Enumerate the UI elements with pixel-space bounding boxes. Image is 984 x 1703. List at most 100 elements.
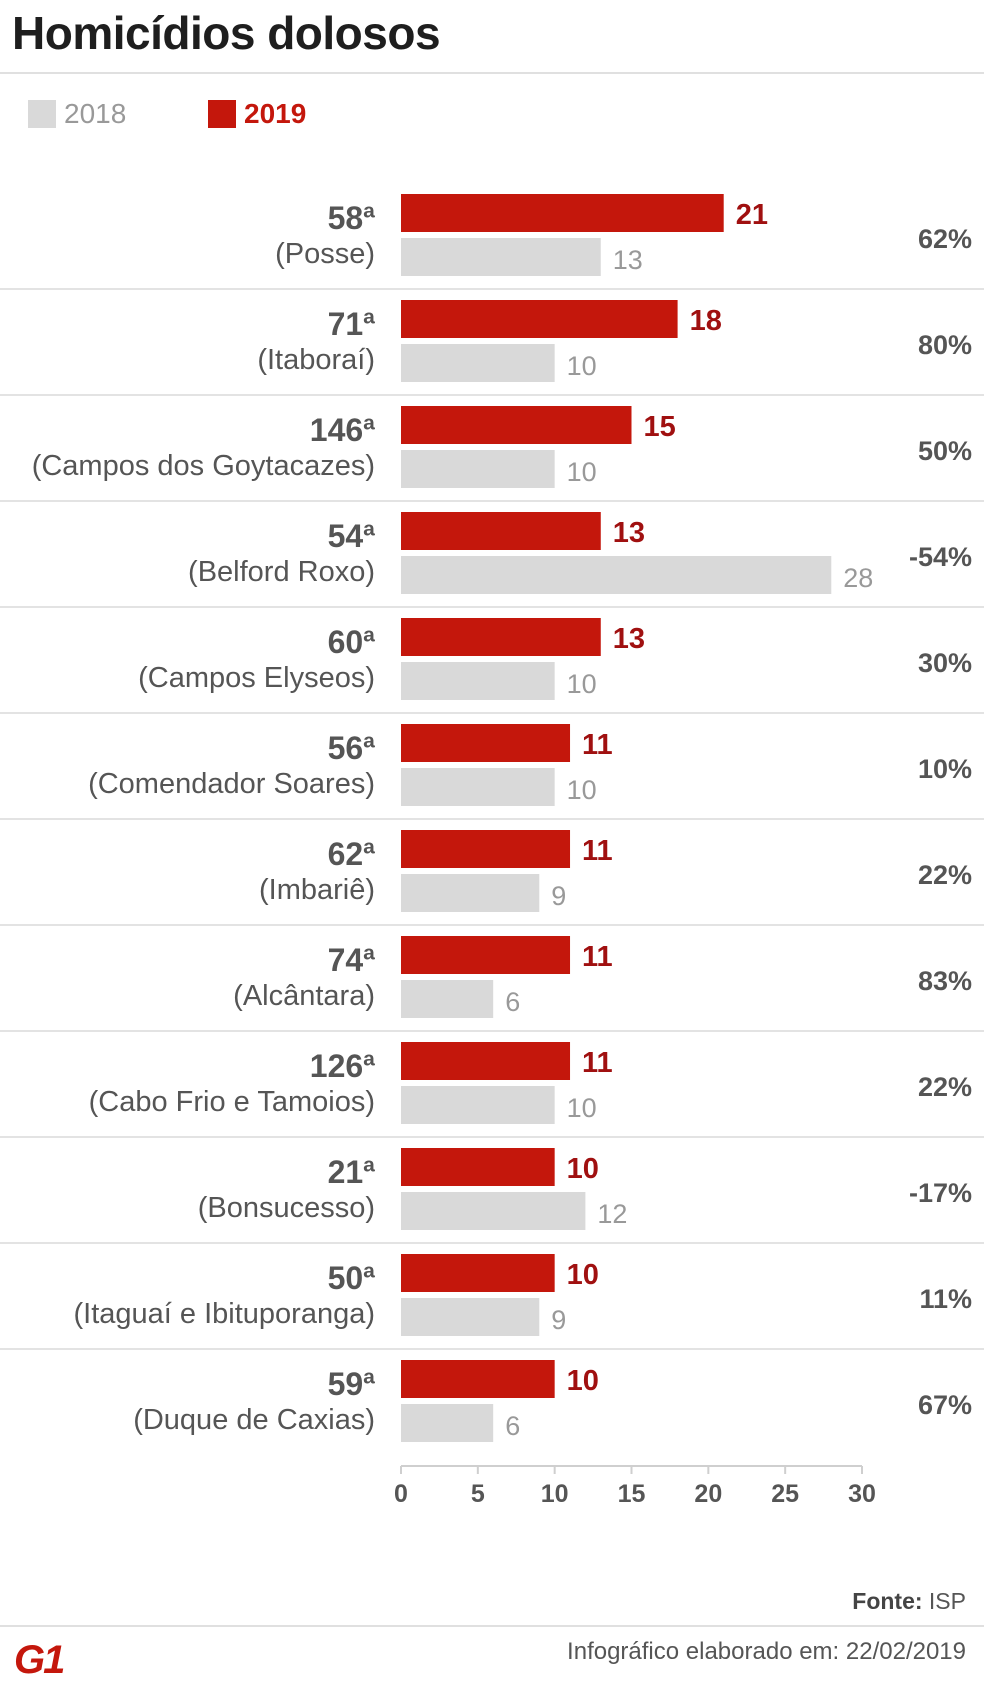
category-rank: 146ª: [310, 412, 375, 448]
bar-2019: [401, 618, 601, 656]
bar-2018: [401, 344, 555, 382]
value-label-2018: 13: [613, 245, 643, 275]
category-rank: 56ª: [328, 730, 376, 766]
bar-2018: [401, 238, 601, 276]
legend-label-2018: 2018: [64, 98, 127, 129]
value-label-2019: 11: [582, 941, 613, 973]
category-rank: 21ª: [328, 1154, 376, 1190]
bar-2019: [401, 1148, 555, 1186]
source-note: Fonte: ISP: [852, 1588, 966, 1615]
value-label-2018: 10: [567, 775, 597, 805]
legend-item-2018: 2018: [28, 98, 126, 130]
bar-2019: [401, 724, 571, 762]
date-note: Infográfico elaborado em: 22/02/2019: [567, 1638, 966, 1665]
legend-swatch-2018: [28, 100, 56, 128]
value-label-2018: 9: [551, 881, 566, 911]
category-name: (Itaboraí): [257, 344, 375, 376]
category-rank: 60ª: [328, 624, 376, 660]
bar-2018: [401, 1298, 540, 1336]
category-name: (Alcântara): [233, 980, 375, 1012]
value-label-2019: 10: [567, 1259, 599, 1291]
change-label: 22%: [918, 860, 972, 890]
change-label: -54%: [909, 542, 972, 572]
bar-2018: [401, 662, 555, 700]
category-rank: 74ª: [328, 942, 376, 978]
legend-label-2019: 2019: [244, 98, 307, 129]
bar-2018: [401, 450, 555, 488]
category-name: (Imbariê): [259, 874, 375, 906]
value-label-2018: 6: [505, 987, 520, 1017]
value-label-2019: 15: [644, 411, 676, 443]
category-name: (Bonsucesso): [198, 1192, 375, 1224]
change-label: 67%: [918, 1390, 972, 1420]
g1-logo: G1: [14, 1638, 65, 1682]
bar-2018: [401, 556, 832, 594]
change-label: 30%: [918, 648, 972, 678]
category-name: (Itaguaí e Ibituporanga): [74, 1298, 375, 1330]
bar-2019: [401, 936, 571, 974]
bar-2018: [401, 1192, 586, 1230]
value-label-2019: 10: [567, 1365, 599, 1397]
category-rank: 59ª: [328, 1366, 376, 1402]
change-label: 83%: [918, 966, 972, 996]
source-label: Fonte:: [852, 1588, 923, 1614]
value-label-2019: 21: [736, 199, 768, 231]
x-tick-label: 20: [694, 1480, 722, 1508]
bar-2018: [401, 1086, 555, 1124]
value-label-2018: 12: [597, 1199, 627, 1229]
bar-2019: [401, 512, 601, 550]
legend-item-2019: 2019: [208, 98, 306, 130]
x-tick-label: 0: [394, 1480, 408, 1508]
value-label-2019: 10: [567, 1153, 599, 1185]
x-tick-label: 5: [471, 1480, 485, 1508]
change-label: 10%: [918, 754, 972, 784]
bar-2018: [401, 980, 494, 1018]
bar-2019: [401, 1254, 555, 1292]
change-label: -17%: [909, 1178, 972, 1208]
category-name: (Cabo Frio e Tamoios): [89, 1086, 375, 1118]
chart-title: Homicídios dolosos: [12, 7, 441, 59]
value-label-2019: 13: [613, 517, 645, 549]
category-rank: 50ª: [328, 1260, 376, 1296]
category-rank: 71ª: [328, 306, 376, 342]
category-name: (Campos dos Goytacazes): [32, 450, 375, 482]
value-label-2018: 10: [567, 1093, 597, 1123]
x-tick-label: 30: [848, 1480, 876, 1508]
x-tick-label: 15: [618, 1480, 646, 1508]
value-label-2018: 28: [843, 563, 873, 593]
value-label-2018: 10: [567, 457, 597, 487]
value-label-2018: 6: [505, 1411, 520, 1441]
category-name: (Comendador Soares): [88, 768, 375, 800]
category-name: (Belford Roxo): [188, 556, 375, 588]
change-label: 22%: [918, 1072, 972, 1102]
value-label-2018: 10: [567, 669, 597, 699]
value-label-2019: 11: [582, 729, 613, 761]
legend-swatch-2019: [208, 100, 236, 128]
change-label: 62%: [918, 224, 972, 254]
bar-2018: [401, 1404, 494, 1442]
value-label-2018: 9: [551, 1305, 566, 1335]
change-label: 50%: [918, 436, 972, 466]
bar-2019: [401, 830, 571, 868]
category-rank: 54ª: [328, 518, 376, 554]
bar-chart: 21 13 58ª(Posse) 62% 18 10 71ª(Itaboraí) 80% 15 1…: [0, 194, 984, 1508]
value-label-2019: 11: [582, 1047, 613, 1079]
change-label: 11%: [919, 1284, 972, 1314]
source-value: ISP: [928, 1588, 966, 1614]
x-tick-label: 10: [541, 1480, 569, 1508]
bar-2019: [401, 1042, 571, 1080]
category-rank: 62ª: [328, 836, 376, 872]
bar-2019: [401, 194, 724, 232]
bar-2019: [401, 406, 632, 444]
category-name: (Posse): [275, 238, 375, 270]
change-label: 80%: [918, 330, 972, 360]
category-rank: 126ª: [310, 1048, 375, 1084]
footer-divider: [0, 1625, 984, 1627]
bar-2019: [401, 300, 678, 338]
value-label-2019: 13: [613, 623, 645, 655]
category-name: (Campos Elyseos): [138, 662, 375, 694]
title-divider: [0, 72, 984, 74]
value-label-2018: 10: [567, 351, 597, 381]
bar-2019: [401, 1360, 555, 1398]
value-label-2019: 11: [582, 835, 613, 867]
